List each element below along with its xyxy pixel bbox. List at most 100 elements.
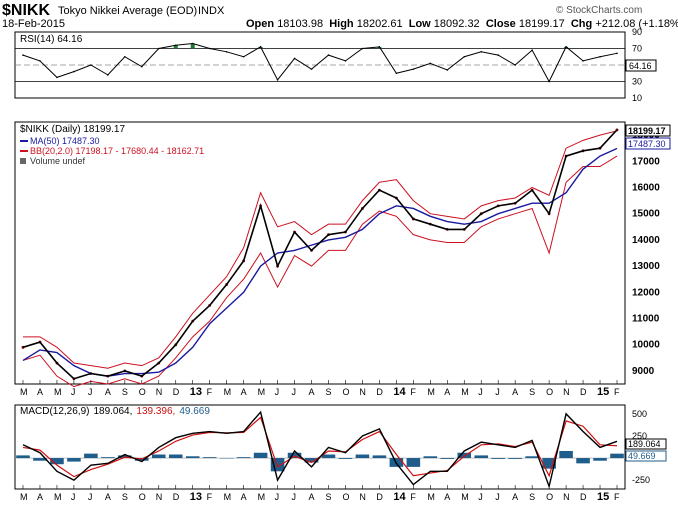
macd-histogram-bar (321, 454, 336, 459)
stockcharts-logo[interactable]: © StockCharts.com (556, 5, 643, 16)
macd-histogram-bar (50, 458, 64, 465)
bb-upper-line (23, 130, 618, 369)
macd-histogram-bar (287, 452, 302, 459)
macd-histogram-bar (338, 458, 353, 459)
close-value: 18199.17 (518, 18, 565, 30)
macd-histogram-bar (576, 458, 590, 464)
macd-tag-box (625, 438, 667, 450)
rsi-tick-label: 10 (632, 93, 642, 103)
x-tick-label: O (342, 387, 349, 397)
x-tick-label: N (359, 492, 366, 502)
macd-histogram-bar (202, 457, 217, 459)
x-tick-label: D (580, 387, 587, 397)
macd-histogram-bar (440, 458, 455, 459)
x-tick-label: S (122, 492, 128, 502)
x-tick-label: M (427, 387, 435, 397)
x-tick-label: S (529, 387, 535, 397)
close-tag-box (625, 124, 671, 137)
rsi-tick-label: 70 (632, 44, 642, 54)
macd-panel: MACD(12,26,9) 189.064, 139.396, 49.669 500 2… (14, 404, 667, 490)
macd-histogram-bar (542, 458, 556, 469)
x-tick-label: N (359, 387, 366, 397)
high-value: 18202.61 (356, 18, 403, 30)
x-tick-label: A (512, 492, 518, 502)
bb-lower-line (22, 155, 618, 388)
x-tick-label: 14 (393, 491, 406, 503)
x-tick-label: A (444, 492, 450, 502)
ma-tag-box (625, 137, 671, 150)
rsi-line (22, 43, 618, 83)
x-tick-label: J (71, 387, 76, 397)
x-tick-label: D (376, 492, 383, 502)
x-tick-label: J (88, 492, 93, 502)
x-tick-label: N (563, 492, 570, 502)
price-tick-label: 14000 (632, 235, 660, 246)
macd-histogram-bar (610, 453, 624, 459)
x-tick-label: A (37, 387, 43, 397)
rsi-panel: RSI(14) 64.16 9070503010 64.16 (14, 27, 657, 103)
price-legend-ma: MA(50) 17487.30 (30, 136, 100, 146)
rsi-legend: RSI(14) 64.16 (20, 34, 83, 45)
macd-histogram-bar (406, 458, 421, 467)
x-tick-label: J (275, 387, 280, 397)
price-tick-label: 10000 (632, 340, 660, 351)
chg-value: +212.08 (+1.18%) (595, 18, 678, 30)
macd-histogram-bar (474, 455, 489, 459)
close-label: Close (485, 18, 516, 30)
x-tick-label: A (241, 492, 247, 502)
symbol-title: $NIKK (2, 2, 51, 19)
x-tick-label: M (224, 387, 232, 397)
macd-tick-label: 500 (632, 409, 647, 419)
open-value: 18103.98 (277, 18, 324, 30)
x-tick-label: M (461, 492, 469, 502)
macd-histogram-bar (16, 455, 30, 459)
x-tick-label: M (54, 492, 62, 502)
x-tick-label: N (156, 387, 163, 397)
rsi-overbought-fill (190, 43, 195, 49)
x-tick-label: S (325, 387, 331, 397)
low-label: Low (408, 18, 431, 30)
price-panel: 1800017000160001500014000130001200011000… (14, 121, 671, 388)
x-tick-label: 15 (597, 386, 609, 398)
x-tick-label: J (478, 387, 483, 397)
price-legend-volume: Volume undef (30, 156, 86, 166)
x-tick-label: O (139, 492, 146, 502)
x-tick-label: F (410, 387, 416, 397)
macd-histogram-bar (491, 458, 505, 459)
macd-frame (14, 404, 626, 490)
price-tick-label: 16000 (632, 183, 660, 194)
price-legend-title: $NIKK (Daily) 18199.17 (20, 124, 125, 135)
macd-histogram-bar (304, 458, 319, 463)
x-tick-label: N (563, 387, 570, 397)
volume-legend-swatch (20, 158, 26, 164)
price-frame (14, 121, 626, 385)
x-tick-label: O (546, 387, 553, 397)
macd-histogram-bar (236, 457, 251, 459)
x-tick-label: M (427, 492, 435, 502)
x-tick-label: A (444, 387, 450, 397)
x-tick-label: S (529, 492, 535, 502)
x-tick-label: O (342, 492, 349, 502)
macd-legend-macd: 189.064, (93, 406, 132, 417)
close-tag: 18199.17 (628, 126, 666, 136)
x-tick-label: D (376, 387, 383, 397)
macd-histogram-bar (253, 452, 268, 459)
chg-label: Chg (570, 18, 593, 30)
x-tick-label: A (512, 387, 518, 397)
macd-histogram-bar (593, 458, 607, 461)
x-tick-label: J (495, 492, 500, 502)
symbol-name: Tokyo Nikkei Average (EOD) (58, 5, 198, 17)
x-tick-label: J (275, 492, 280, 502)
price-tick-label: 9000 (632, 366, 655, 377)
x-tick-label: M (461, 387, 469, 397)
x-tick-label: A (105, 492, 111, 502)
x-tick-label: 15 (597, 491, 609, 503)
macd-histogram-bar (101, 457, 115, 459)
price-tick-label: 12000 (632, 287, 660, 298)
rsi-overbought-fill (173, 45, 178, 49)
x-tick-label: J (71, 492, 76, 502)
x-tick-label: F (614, 492, 620, 502)
x-tick-label: M (54, 387, 62, 397)
macd-histogram-bar (355, 454, 370, 459)
x-tick-label: D (580, 492, 587, 502)
